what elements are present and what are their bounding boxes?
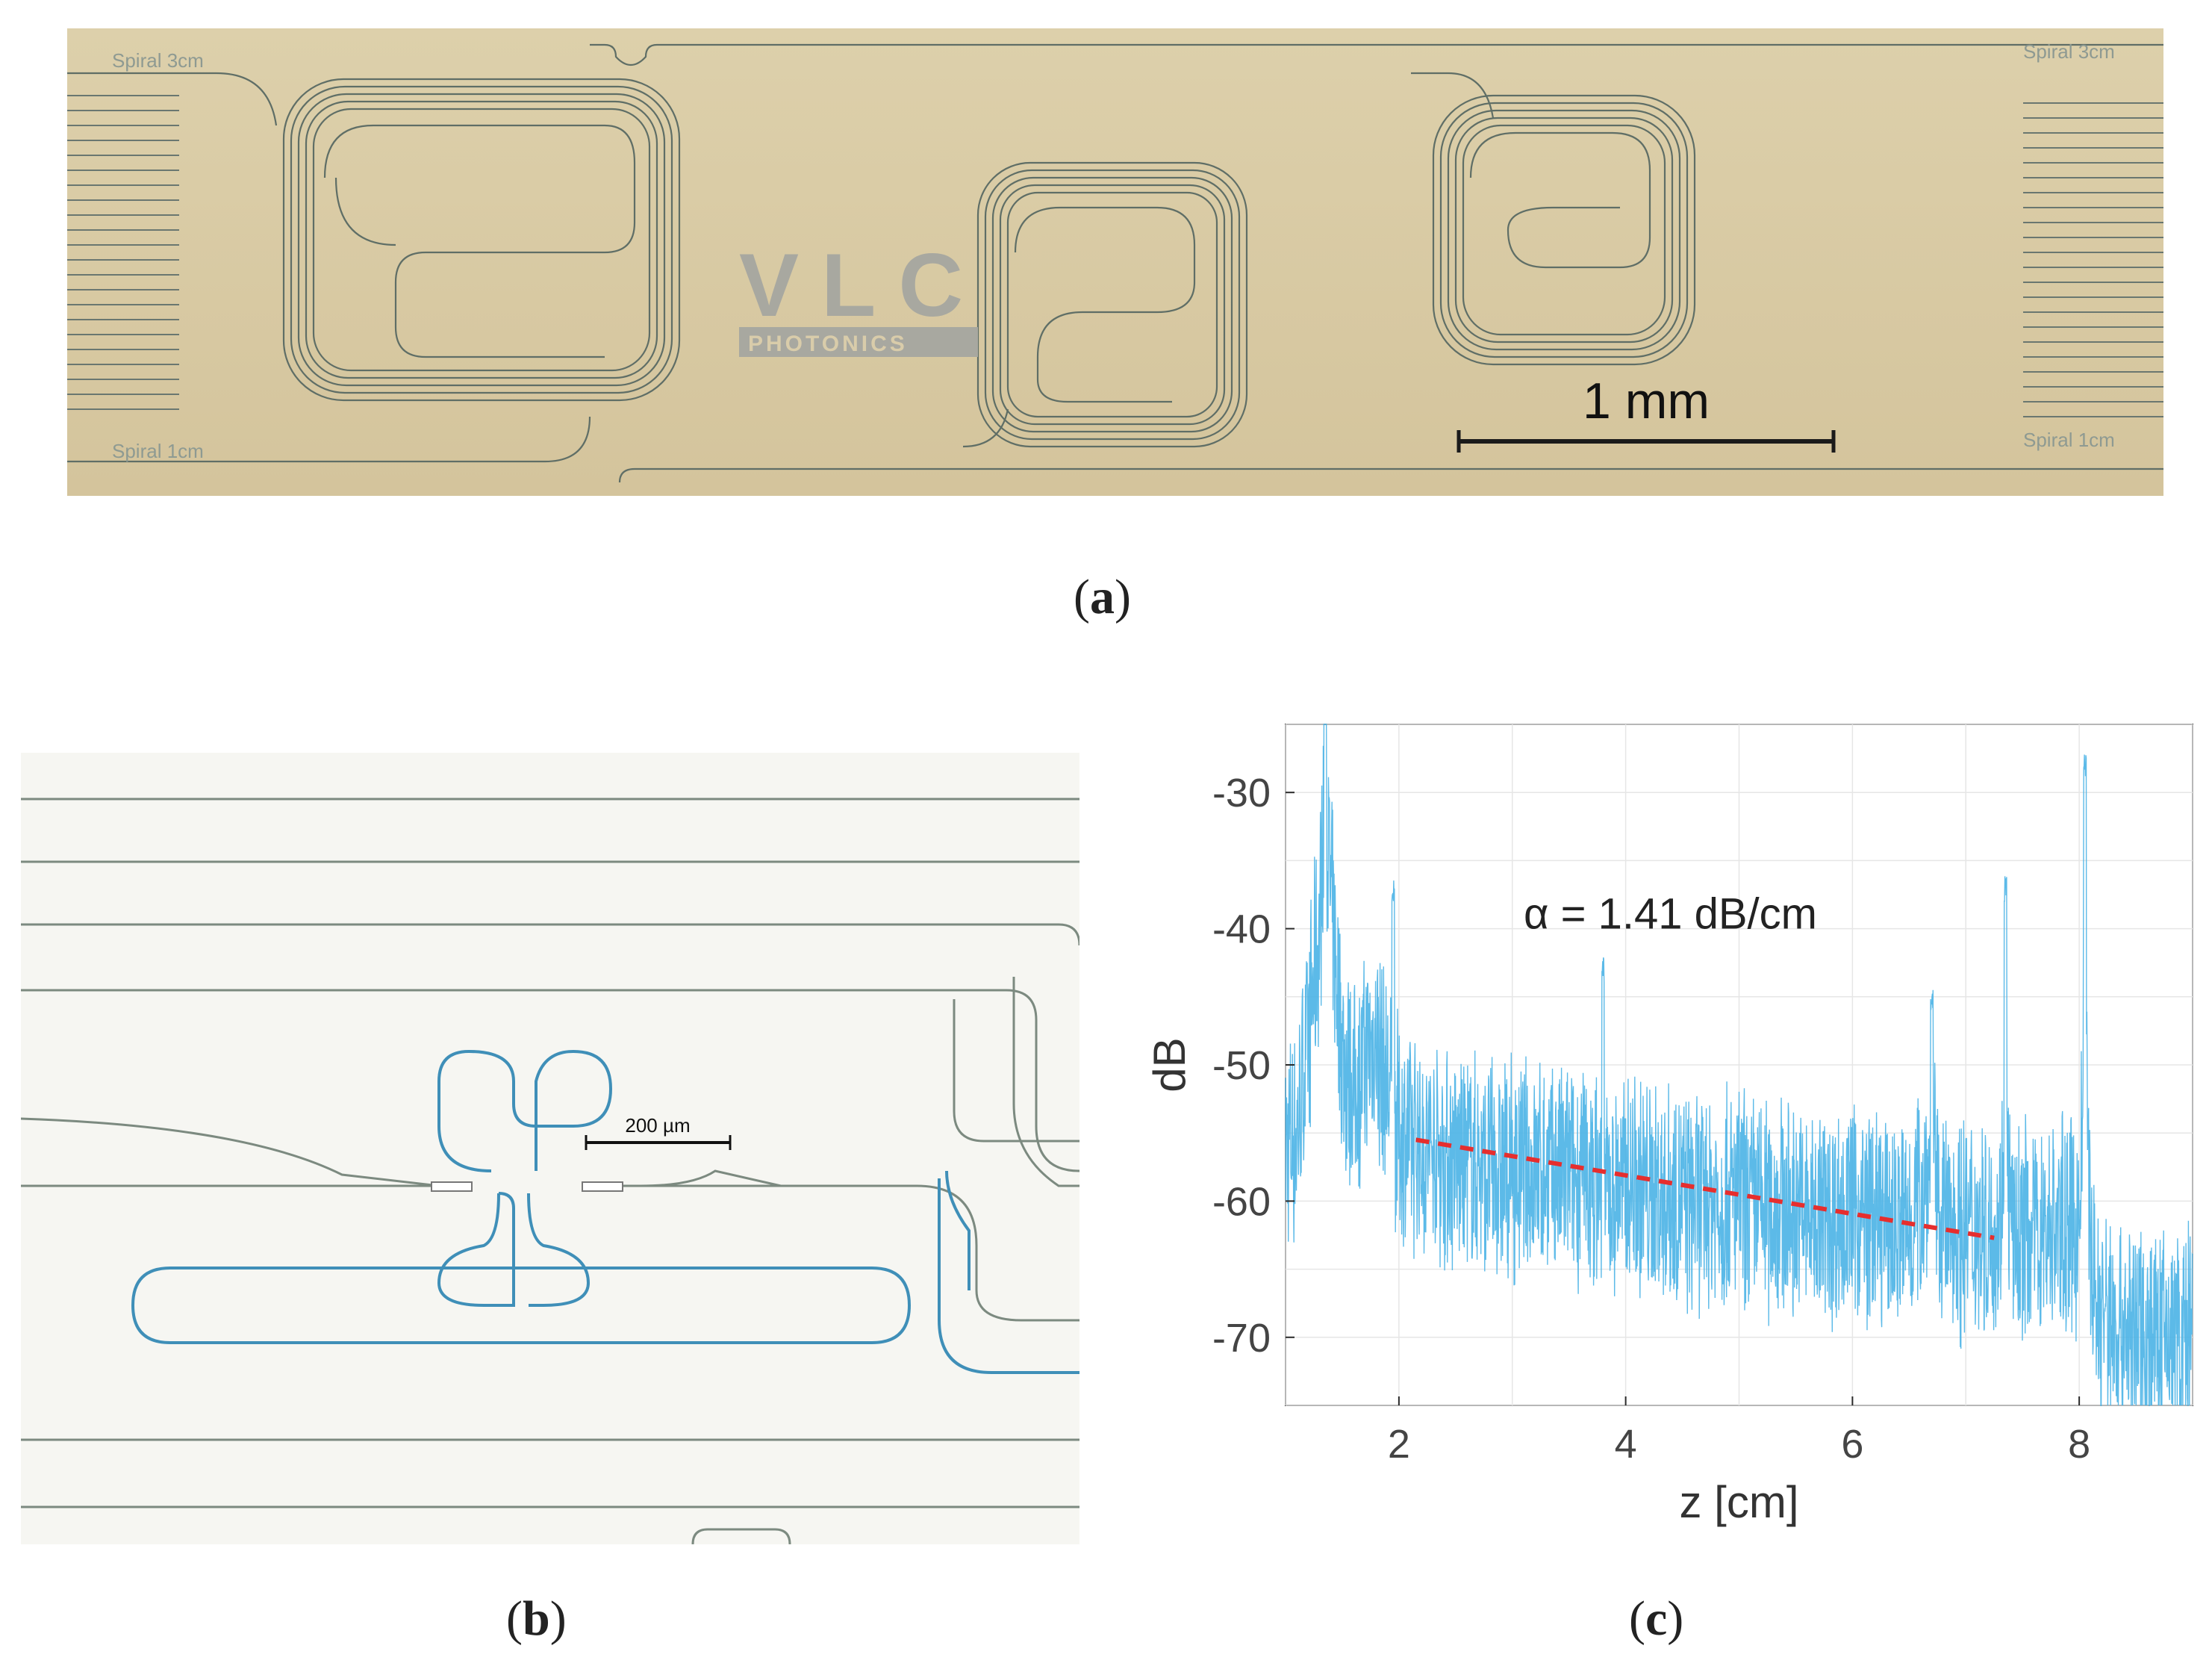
label-spiral-1cm-left: Spiral 1cm [112,440,204,462]
micrograph-spiral-chip: VLC PHOTONICS Spiral 3cm Spiral 3cm Spir… [67,28,2163,496]
chart-panel: 2 4 6 8 -30 -40 -50 -60 -70 z [cm] dB α = 1.41 d… [1142,717,2212,1553]
ring-resonators [131,1049,1079,1374]
data-trace [1285,724,2193,1406]
waveguides [67,43,2163,483]
caption-c: (c) [1629,1591,1683,1647]
caption-b-open: ( [506,1591,523,1646]
label-spiral-3cm-right: Spiral 3cm [2023,40,2115,63]
coupler-right [582,1181,623,1192]
y-tick-label: -60 [1212,1179,1271,1224]
caption-c-open: ( [1629,1591,1645,1646]
micrograph-background [21,753,1079,1544]
micrograph-ring-structure: 200 µm [20,753,1081,1545]
logo-text-top: VLC [739,235,985,335]
caption-b: (b) [506,1591,567,1647]
x-tick-label: 2 [1388,1422,1410,1467]
linear-fit-line [1415,1137,1995,1240]
caption-c-letter: c [1645,1591,1668,1646]
chip-background [67,28,2163,496]
scale-bar-200um: 200 µm [585,1114,732,1150]
grid [1285,724,2193,1406]
ring-structure-image: 200 µm [20,753,1081,1545]
logo-text-bottom: PHOTONICS [748,332,908,356]
caption-a-open: ( [1074,570,1090,624]
grating-couplers-left [67,95,179,410]
vlc-photonics-logo: VLC PHOTONICS [739,235,985,357]
logo-bar [739,327,978,357]
y-tick-label: -70 [1212,1316,1271,1361]
grating-couplers-right [2023,102,2163,417]
x-tick-label: 4 [1615,1422,1637,1467]
spiral-chip-image: VLC PHOTONICS Spiral 3cm Spiral 3cm Spir… [67,28,2163,496]
y-axis-label: dB [1144,1037,1194,1092]
x-axis-label: z [cm] [1680,1477,1799,1527]
tick-labels: 2 4 6 8 -30 -40 -50 -60 -70 [1212,771,2090,1467]
scale-bar-label-b: 200 µm [625,1114,690,1137]
scale-bar-label: 1 mm [1583,373,1710,429]
coupler-left [431,1181,473,1192]
caption-c-close: ) [1667,1591,1684,1646]
caption-b-close: ) [549,1591,567,1646]
y-tick-label: -40 [1212,907,1271,952]
measured-trace [1285,724,2193,1406]
caption-a-letter: a [1089,570,1115,624]
waveguides-b [20,798,1081,1545]
caption-a: (a) [1074,569,1131,626]
caption-b-letter: b [522,1591,550,1646]
label-spiral-1cm-right: Spiral 1cm [2023,429,2115,451]
caption-a-close: ) [1114,570,1131,624]
y-tick-label: -30 [1212,771,1271,815]
fit-line [1415,1137,1995,1240]
alpha-annotation: α = 1.41 dB/cm [1524,890,1817,939]
y-tick-label: -50 [1212,1043,1271,1088]
label-spiral-3cm-left: Spiral 3cm [112,49,204,72]
x-tick-label: 6 [1841,1422,1863,1467]
loss-chart: 2 4 6 8 -30 -40 -50 -60 -70 z [cm] dB α = 1.41 d… [1144,724,2193,1527]
scale-bar-1mm: 1 mm [1457,373,1836,453]
x-tick-label: 8 [2068,1422,2090,1467]
